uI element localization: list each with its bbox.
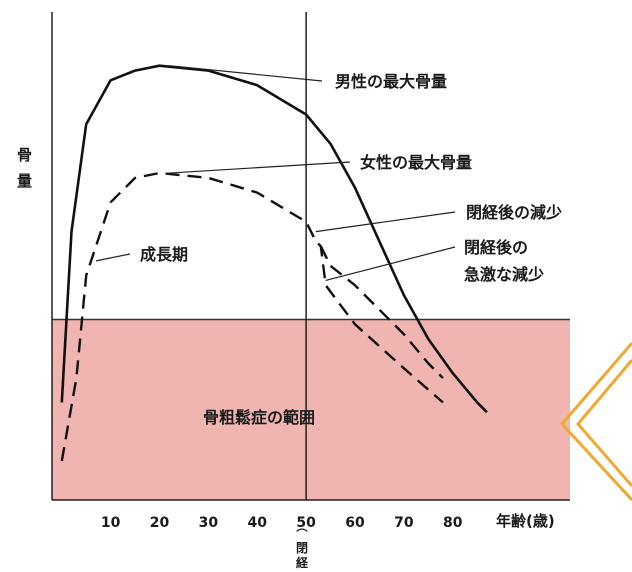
menopause-label: ⌒ 閉 経 xyxy=(296,527,309,570)
series-line-2 xyxy=(60,171,444,462)
annotation-label-6: 成長期 xyxy=(140,245,188,264)
x-tick-label: 50 xyxy=(296,515,316,531)
x-tick-label: 40 xyxy=(248,515,268,531)
osteoporosis-region-label: 骨粗鬆症の範囲 xyxy=(203,408,315,427)
y-axis-title: 骨 量 xyxy=(17,146,32,190)
x-tick-label: 70 xyxy=(394,515,414,531)
annotation-leader-3 xyxy=(315,211,456,233)
annotation-label-1: 男性の最大骨量 xyxy=(335,72,447,91)
annotation-leader-4 xyxy=(325,246,456,281)
y-axis-label-char-2: 量 xyxy=(17,172,32,190)
x-axis-title: 年齢(歳) xyxy=(496,512,555,530)
series-line-1 xyxy=(60,64,488,414)
x-tick-label: 60 xyxy=(345,515,365,531)
menopause-paren: ⌒ xyxy=(296,527,309,541)
x-tick-label: 20 xyxy=(150,515,170,531)
x-tick-label: 30 xyxy=(199,515,219,531)
series-line-3 xyxy=(319,245,444,379)
x-tick-label: 10 xyxy=(101,515,121,531)
menopause-label-char-2: 経 xyxy=(296,555,309,570)
annotation-label-2: 女性の最大骨量 xyxy=(360,153,472,172)
menopause-label-char-1: 閉 xyxy=(296,541,308,555)
pointer-arrow-icon xyxy=(559,342,632,502)
annotation-label-4: 閉経後の xyxy=(464,238,528,257)
x-tick-label: 80 xyxy=(443,515,463,531)
annotation-leader-1 xyxy=(169,65,323,82)
annotation-leader-2 xyxy=(169,161,351,174)
y-axis-label-char-1: 骨 xyxy=(17,146,32,164)
annotation-label-3: 閉経後の減少 xyxy=(466,203,562,222)
annotation-label-5: 急激な減少 xyxy=(464,265,544,284)
annotation-leader-6 xyxy=(95,253,131,262)
